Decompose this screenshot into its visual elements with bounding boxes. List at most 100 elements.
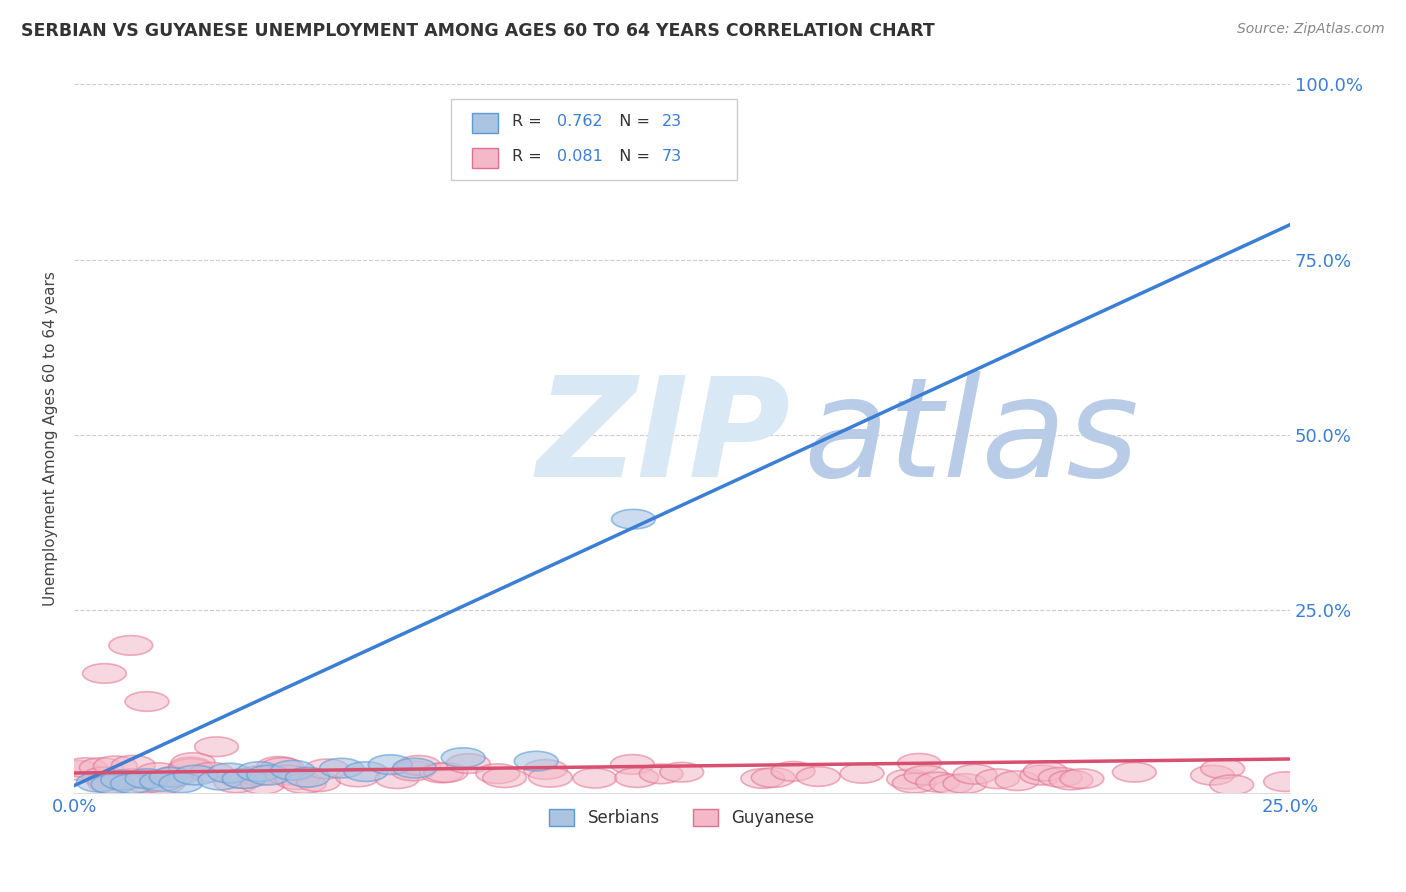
Ellipse shape (614, 768, 658, 788)
Text: 0.762: 0.762 (557, 114, 602, 128)
FancyBboxPatch shape (451, 99, 737, 180)
Ellipse shape (929, 774, 973, 794)
Ellipse shape (101, 770, 145, 789)
Ellipse shape (89, 773, 132, 793)
Ellipse shape (425, 763, 468, 782)
Ellipse shape (396, 756, 440, 775)
Ellipse shape (391, 761, 434, 780)
Ellipse shape (640, 764, 683, 784)
Ellipse shape (283, 773, 326, 793)
Ellipse shape (83, 767, 127, 787)
Ellipse shape (392, 758, 436, 778)
Ellipse shape (247, 765, 291, 785)
Ellipse shape (368, 755, 412, 774)
Ellipse shape (447, 754, 491, 773)
Ellipse shape (904, 765, 948, 785)
Ellipse shape (1049, 770, 1092, 789)
Ellipse shape (63, 758, 107, 778)
Text: R =: R = (512, 149, 547, 164)
Ellipse shape (79, 758, 124, 778)
Ellipse shape (110, 769, 153, 789)
Ellipse shape (155, 766, 198, 786)
Ellipse shape (574, 768, 617, 788)
Ellipse shape (169, 757, 212, 777)
Ellipse shape (111, 756, 155, 775)
Ellipse shape (796, 767, 841, 787)
Ellipse shape (108, 636, 153, 656)
Ellipse shape (172, 753, 215, 772)
Ellipse shape (276, 770, 319, 789)
Ellipse shape (419, 764, 464, 783)
Ellipse shape (260, 757, 304, 777)
Ellipse shape (915, 772, 960, 792)
Ellipse shape (344, 762, 388, 781)
Ellipse shape (169, 758, 212, 778)
Text: Source: ZipAtlas.com: Source: ZipAtlas.com (1237, 22, 1385, 37)
Ellipse shape (149, 767, 193, 787)
Ellipse shape (125, 691, 169, 711)
Ellipse shape (87, 771, 131, 790)
Ellipse shape (174, 765, 218, 785)
Ellipse shape (1039, 767, 1083, 787)
Ellipse shape (529, 767, 572, 787)
Ellipse shape (1024, 761, 1067, 780)
Ellipse shape (612, 509, 655, 529)
Ellipse shape (222, 769, 266, 789)
Text: N =: N = (609, 114, 655, 128)
Ellipse shape (953, 764, 997, 784)
Ellipse shape (76, 772, 121, 792)
Ellipse shape (441, 747, 485, 767)
Ellipse shape (995, 771, 1039, 790)
Ellipse shape (976, 769, 1019, 789)
Ellipse shape (772, 762, 815, 781)
Ellipse shape (136, 763, 180, 782)
Ellipse shape (238, 762, 281, 781)
Ellipse shape (741, 769, 785, 789)
Text: 23: 23 (661, 114, 682, 128)
Ellipse shape (1191, 765, 1234, 785)
Ellipse shape (125, 769, 169, 789)
Legend: Serbians, Guyanese: Serbians, Guyanese (543, 803, 821, 834)
Ellipse shape (1021, 765, 1064, 785)
Ellipse shape (841, 764, 884, 783)
Ellipse shape (1060, 769, 1104, 789)
Ellipse shape (893, 773, 936, 793)
Text: ZIP: ZIP (536, 371, 790, 506)
Ellipse shape (297, 772, 340, 791)
Ellipse shape (515, 751, 558, 771)
Ellipse shape (319, 758, 364, 778)
Ellipse shape (271, 760, 315, 780)
Ellipse shape (305, 759, 349, 779)
Ellipse shape (198, 770, 242, 789)
Ellipse shape (336, 767, 380, 787)
Ellipse shape (523, 760, 568, 780)
Text: 73: 73 (661, 149, 682, 164)
Ellipse shape (659, 763, 703, 782)
Ellipse shape (943, 773, 987, 793)
Ellipse shape (159, 773, 202, 793)
Ellipse shape (887, 769, 931, 789)
Ellipse shape (208, 764, 252, 783)
Ellipse shape (482, 768, 526, 788)
Bar (471, 112, 499, 133)
Ellipse shape (214, 773, 257, 793)
Ellipse shape (1264, 772, 1308, 791)
Text: R =: R = (512, 114, 547, 128)
Ellipse shape (141, 774, 184, 794)
Ellipse shape (240, 774, 284, 794)
Text: SERBIAN VS GUYANESE UNEMPLOYMENT AMONG AGES 60 TO 64 YEARS CORRELATION CHART: SERBIAN VS GUYANESE UNEMPLOYMENT AMONG A… (21, 22, 935, 40)
Ellipse shape (285, 767, 329, 787)
Ellipse shape (221, 769, 264, 789)
Ellipse shape (475, 764, 520, 783)
Ellipse shape (238, 766, 281, 786)
Ellipse shape (194, 737, 239, 756)
Ellipse shape (111, 773, 155, 793)
Ellipse shape (1201, 759, 1244, 779)
Bar (471, 148, 499, 168)
Ellipse shape (610, 755, 654, 774)
Ellipse shape (257, 756, 301, 776)
Ellipse shape (1112, 763, 1156, 782)
Text: N =: N = (609, 149, 655, 164)
Ellipse shape (897, 754, 941, 773)
Ellipse shape (139, 772, 184, 791)
